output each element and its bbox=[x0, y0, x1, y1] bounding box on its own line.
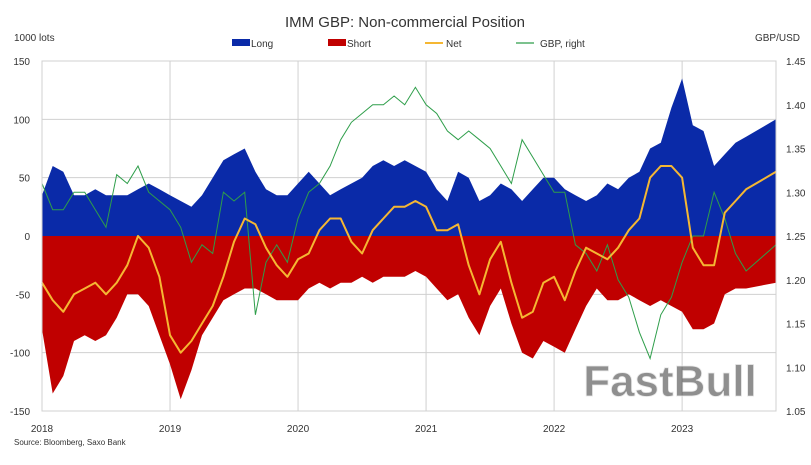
y-axis-label: 1000 lots bbox=[14, 33, 55, 44]
y2-tick-label: 1.15 bbox=[786, 320, 806, 331]
y2-tick-label: 1.10 bbox=[786, 363, 806, 374]
y2-tick-label: 1.20 bbox=[786, 276, 806, 287]
x-tick-label: 2019 bbox=[159, 424, 182, 435]
y2-tick-label: 1.30 bbox=[786, 188, 806, 199]
y-tick-label: 0 bbox=[24, 232, 30, 243]
legend-swatch-long bbox=[232, 39, 250, 46]
x-tick-label: 2022 bbox=[543, 424, 566, 435]
y2-axis-ticks: 1.45 1.40 1.35 1.30 1.25 1.20 1.15 1.10 1.05 bbox=[786, 57, 806, 418]
gbp-line bbox=[41, 86, 777, 361]
y-tick-label: -150 bbox=[10, 407, 30, 418]
chart-title: IMM GBP: Non-commercial Position bbox=[285, 14, 525, 31]
areas bbox=[42, 78, 776, 400]
y2-tick-label: 1.05 bbox=[786, 407, 806, 418]
lines bbox=[41, 86, 777, 361]
y2-tick-label: 1.25 bbox=[786, 232, 806, 243]
watermark-logo: FastBull bbox=[583, 357, 757, 406]
legend: Long Short Net GBP, right bbox=[232, 39, 585, 50]
y-tick-label: 50 bbox=[19, 174, 31, 185]
y-tick-label: 150 bbox=[13, 57, 30, 68]
plot-frame bbox=[41, 60, 777, 412]
legend-label-short: Short bbox=[347, 39, 371, 50]
legend-swatch-short bbox=[328, 39, 346, 46]
y-axis-ticks: 150 100 50 0 -50 -100 -150 bbox=[10, 57, 30, 418]
source-note: Source: Bloomberg, Saxo Bank bbox=[14, 438, 127, 447]
y2-tick-label: 1.40 bbox=[786, 101, 806, 112]
y-tick-label: -100 bbox=[10, 349, 30, 360]
legend-label-gbp: GBP, right bbox=[540, 39, 585, 50]
x-axis-ticks: 2018 2019 2020 2021 2022 2023 bbox=[31, 424, 694, 435]
x-tick-label: 2023 bbox=[671, 424, 694, 435]
legend-label-long: Long bbox=[251, 39, 273, 50]
x-tick-label: 2018 bbox=[31, 424, 54, 435]
y2-tick-label: 1.45 bbox=[786, 57, 806, 68]
y2-axis-label: GBP/USD bbox=[755, 33, 800, 44]
y-tick-label: -50 bbox=[16, 290, 31, 301]
y-tick-label: 100 bbox=[13, 115, 30, 126]
short-area bbox=[42, 236, 776, 400]
y2-tick-label: 1.35 bbox=[786, 145, 806, 156]
x-tick-label: 2020 bbox=[287, 424, 310, 435]
legend-label-net: Net bbox=[446, 39, 462, 50]
x-tick-label: 2021 bbox=[415, 424, 438, 435]
net-line bbox=[41, 165, 777, 354]
long-area bbox=[42, 78, 776, 236]
